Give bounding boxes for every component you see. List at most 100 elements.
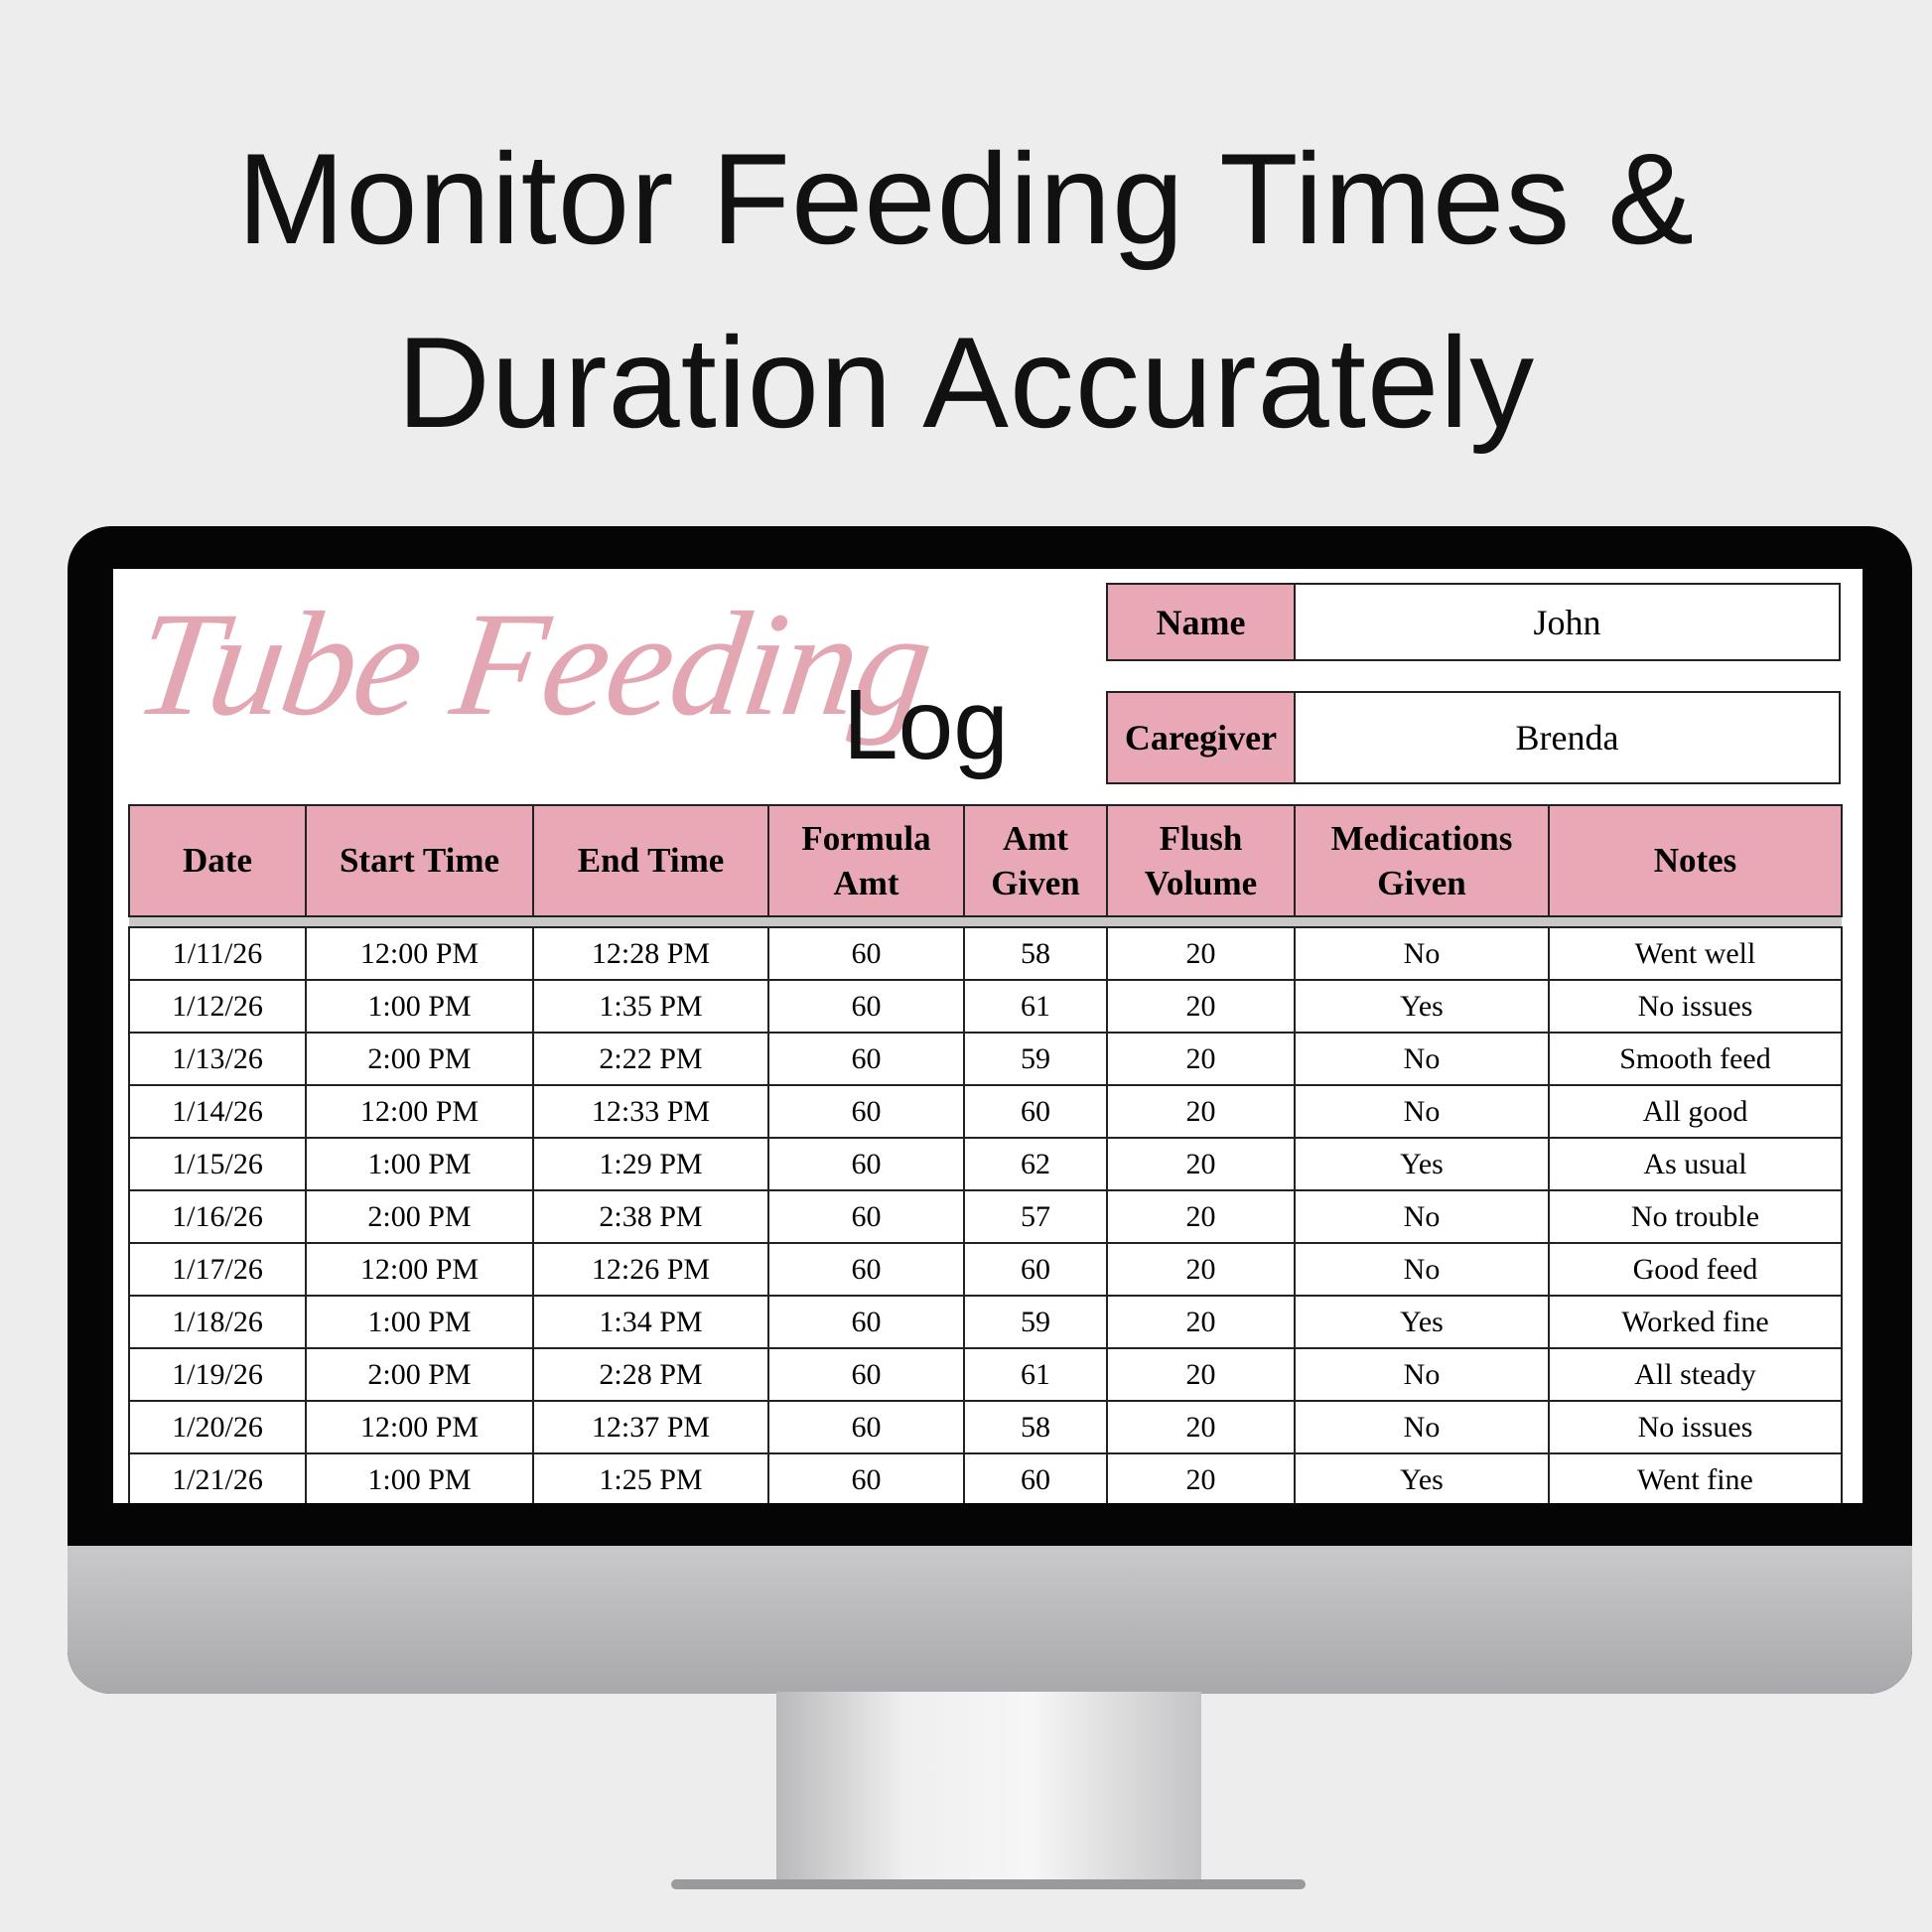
table-cell[interactable]: 60	[767, 1347, 965, 1402]
table-cell[interactable]: No	[1294, 926, 1550, 981]
table-cell[interactable]: 12:28 PM	[532, 926, 769, 981]
table-cell[interactable]: All good	[1548, 1084, 1843, 1139]
table-cell[interactable]: 2:22 PM	[532, 1032, 769, 1086]
table-cell[interactable]: 20	[1106, 926, 1296, 981]
table-cell[interactable]: 20	[1106, 1242, 1296, 1297]
table-cell[interactable]: Went well	[1548, 926, 1843, 981]
table-cell[interactable]: 12:00 PM	[305, 926, 534, 981]
table-cell[interactable]: 62	[963, 1137, 1108, 1191]
table-cell[interactable]: 57	[963, 1189, 1108, 1244]
table-cell[interactable]: 60	[963, 1452, 1108, 1503]
table-cell[interactable]: 60	[767, 1295, 965, 1349]
table-cell[interactable]: 1:35 PM	[532, 979, 769, 1034]
table-cell[interactable]: 2:00 PM	[305, 1347, 534, 1402]
table-cell[interactable]: 1/20/26	[128, 1400, 307, 1454]
table-cell[interactable]: 59	[963, 1032, 1108, 1086]
caregiver-value[interactable]: Brenda	[1515, 718, 1619, 758]
table-cell[interactable]: 1/19/26	[128, 1347, 307, 1402]
table-cell[interactable]: 2:28 PM	[532, 1347, 769, 1402]
table-cell[interactable]: No	[1294, 1189, 1550, 1244]
table-cell[interactable]: 60	[767, 1084, 965, 1139]
table-cell[interactable]: 60	[767, 979, 965, 1034]
table-cell[interactable]: Went fine	[1548, 1452, 1843, 1503]
table-cell[interactable]: 20	[1106, 1032, 1296, 1086]
table-cell[interactable]: 1/12/26	[128, 979, 307, 1034]
table-cell[interactable]: 58	[963, 926, 1108, 981]
table-cell[interactable]: 60	[767, 1242, 965, 1297]
table-cell[interactable]: 1:34 PM	[532, 1295, 769, 1349]
table-cell[interactable]: 20	[1106, 1400, 1296, 1454]
table-cell[interactable]: 61	[963, 1347, 1108, 1402]
table-cell[interactable]: 60	[767, 1400, 965, 1454]
table-cell[interactable]: No	[1294, 1347, 1550, 1402]
header-separator	[129, 916, 1842, 927]
table-cell[interactable]: 1/15/26	[128, 1137, 307, 1191]
name-field: Name John	[1106, 583, 1841, 661]
table-row: 1/14/26 12:00 PM 12:33 PM 60 60 20 No All good	[128, 1084, 1843, 1139]
table-cell[interactable]: Yes	[1294, 1452, 1550, 1503]
table-cell[interactable]: No issues	[1548, 1400, 1843, 1454]
table-cell[interactable]: Yes	[1294, 1295, 1550, 1349]
table-cell[interactable]: No issues	[1548, 979, 1843, 1034]
column-header: Notes	[1548, 804, 1843, 917]
table-cell[interactable]: 1:00 PM	[305, 1137, 534, 1191]
table-cell[interactable]: 1:00 PM	[305, 1452, 534, 1503]
table-cell[interactable]: 1/13/26	[128, 1032, 307, 1086]
table-cell[interactable]: 1/14/26	[128, 1084, 307, 1139]
table-cell[interactable]: 60	[767, 1137, 965, 1191]
column-header: Flush Volume	[1106, 804, 1296, 917]
name-value[interactable]: John	[1533, 602, 1601, 642]
table-cell[interactable]: 60	[767, 1189, 965, 1244]
table-cell[interactable]: 2:00 PM	[305, 1189, 534, 1244]
table-cell[interactable]: No	[1294, 1242, 1550, 1297]
table-cell[interactable]: 12:00 PM	[305, 1084, 534, 1139]
table-cell[interactable]: 61	[963, 979, 1108, 1034]
table-cell[interactable]: 1/17/26	[128, 1242, 307, 1297]
table-cell[interactable]: 60	[963, 1084, 1108, 1139]
table-cell[interactable]: 12:00 PM	[305, 1400, 534, 1454]
table-cell[interactable]: No	[1294, 1084, 1550, 1139]
table-cell[interactable]: 60	[767, 1032, 965, 1086]
table-cell[interactable]: 12:37 PM	[532, 1400, 769, 1454]
table-cell[interactable]: 1:25 PM	[532, 1452, 769, 1503]
table-cell[interactable]: No trouble	[1548, 1189, 1843, 1244]
table-row: 1/21/26 1:00 PM 1:25 PM 60 60 20 Yes Went fine	[128, 1452, 1843, 1503]
table-cell[interactable]: Worked fine	[1548, 1295, 1843, 1349]
table-cell[interactable]: As usual	[1548, 1137, 1843, 1191]
table-cell[interactable]: 60	[767, 926, 965, 981]
table-cell[interactable]: No	[1294, 1032, 1550, 1086]
column-header: Start Time	[305, 804, 534, 917]
table-cell[interactable]: 60	[963, 1242, 1108, 1297]
table-cell[interactable]: 1/16/26	[128, 1189, 307, 1244]
table-cell[interactable]: All steady	[1548, 1347, 1843, 1402]
table-cell[interactable]: 12:26 PM	[532, 1242, 769, 1297]
table-cell[interactable]: 20	[1106, 1295, 1296, 1349]
table-cell[interactable]: No	[1294, 1400, 1550, 1454]
table-cell[interactable]: 60	[767, 1452, 965, 1503]
table-cell[interactable]: 20	[1106, 1452, 1296, 1503]
table-cell[interactable]: Yes	[1294, 979, 1550, 1034]
table-cell[interactable]: 20	[1106, 1137, 1296, 1191]
table-cell[interactable]: 20	[1106, 1084, 1296, 1139]
table-cell[interactable]: 20	[1106, 979, 1296, 1034]
table-cell[interactable]: 20	[1106, 1189, 1296, 1244]
table-cell[interactable]: 1/21/26	[128, 1452, 307, 1503]
table-cell[interactable]: 2:38 PM	[532, 1189, 769, 1244]
table-cell[interactable]: Good feed	[1548, 1242, 1843, 1297]
table-cell[interactable]: Smooth feed	[1548, 1032, 1843, 1086]
caregiver-field: Caregiver Brenda	[1106, 691, 1841, 784]
table-cell[interactable]: 1:29 PM	[532, 1137, 769, 1191]
table-cell[interactable]: 20	[1106, 1347, 1296, 1402]
table-cell[interactable]: 1:00 PM	[305, 979, 534, 1034]
table-cell[interactable]: 12:33 PM	[532, 1084, 769, 1139]
table-cell[interactable]: Yes	[1294, 1137, 1550, 1191]
table-cell[interactable]: 1:00 PM	[305, 1295, 534, 1349]
table-row: 1/13/26 2:00 PM 2:22 PM 60 59 20 No Smooth feed	[128, 1032, 1843, 1086]
table-cell[interactable]: 58	[963, 1400, 1108, 1454]
table-cell[interactable]: 1/18/26	[128, 1295, 307, 1349]
table-cell[interactable]: 1/11/26	[128, 926, 307, 981]
column-header: Medications Given	[1294, 804, 1550, 917]
table-cell[interactable]: 59	[963, 1295, 1108, 1349]
table-cell[interactable]: 2:00 PM	[305, 1032, 534, 1086]
table-cell[interactable]: 12:00 PM	[305, 1242, 534, 1297]
